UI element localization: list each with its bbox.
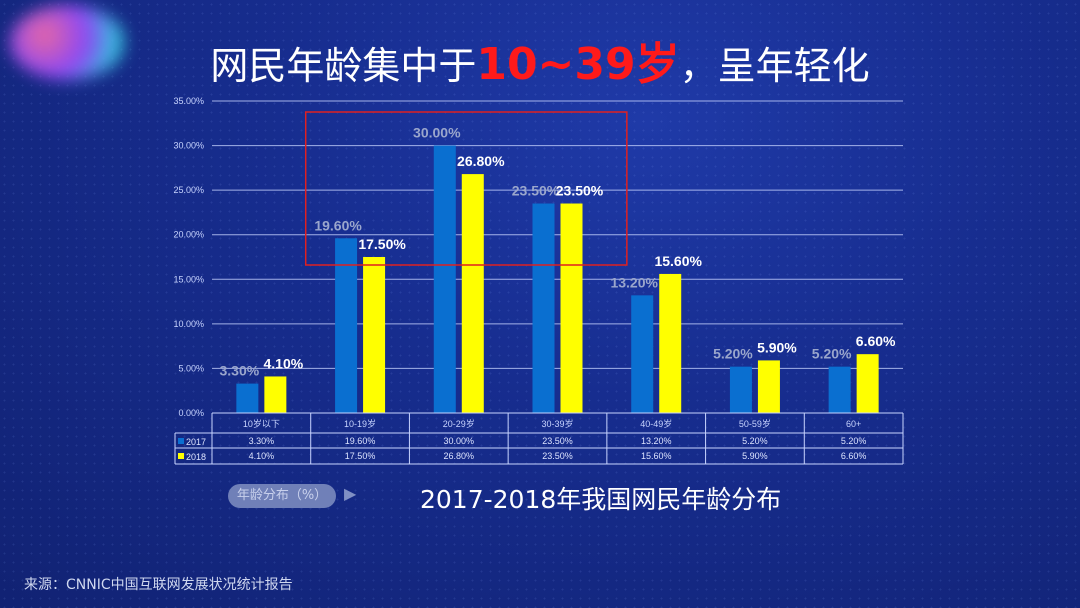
data-label-2018: 6.60% (856, 333, 896, 349)
bar-2018 (560, 203, 583, 413)
bar-2017 (335, 238, 358, 413)
data-label-2018: 15.60% (654, 253, 702, 269)
table-cell: 23.50% (542, 436, 573, 446)
y-tick-label: 30.00% (173, 141, 204, 151)
bar-2018 (461, 174, 484, 413)
bar-2018 (264, 376, 287, 413)
x-category-label: 10-19岁 (344, 418, 376, 429)
legend-label: 2017 (186, 437, 206, 447)
logo-blob (10, 5, 125, 80)
data-label-2017: 23.50% (512, 183, 560, 199)
x-category-label: 20-29岁 (443, 418, 475, 429)
y-tick-label: 0.00% (178, 408, 204, 418)
badge-age-distribution: 年龄分布（%） (228, 484, 336, 508)
bar-2018 (856, 354, 879, 413)
legend-swatch-2017 (178, 438, 184, 444)
y-tick-label: 15.00% (173, 274, 204, 284)
data-label-2017: 19.60% (314, 217, 362, 233)
table-cell: 23.50% (542, 451, 573, 461)
y-tick-label: 35.00% (173, 96, 204, 106)
data-label-2017: 13.20% (610, 274, 658, 290)
data-label-2018: 23.50% (556, 183, 604, 199)
data-label-2018: 5.90% (757, 339, 797, 355)
table-cell: 13.20% (641, 436, 672, 446)
legend-label: 2018 (186, 452, 206, 462)
table-cell: 5.20% (742, 436, 768, 446)
bar-2017 (631, 295, 654, 413)
table-cell: 19.60% (345, 436, 376, 446)
table-cell: 4.10% (249, 451, 275, 461)
play-arrow-icon: ▶ (344, 486, 357, 503)
table-cell: 5.90% (742, 451, 768, 461)
x-category-label: 50-59岁 (739, 418, 771, 429)
slide-title: 网民年龄集中于10~39岁，呈年轻化 (0, 28, 1080, 92)
title-highlight: 10~39岁 (476, 39, 680, 90)
chart-caption: 2017-2018年我国网民年龄分布 (420, 485, 782, 514)
y-tick-label: 20.00% (173, 230, 204, 240)
table-cell: 30.00% (444, 436, 475, 446)
bar-2017 (729, 366, 752, 413)
table-cell: 6.60% (841, 451, 867, 461)
table-cell: 17.50% (345, 451, 376, 461)
bar-2017 (433, 145, 456, 414)
title-text: 网民年龄集中于 (210, 44, 477, 88)
table-cell: 15.60% (641, 451, 672, 461)
data-label-2018: 4.10% (264, 355, 304, 371)
data-label-2017: 30.00% (413, 125, 461, 141)
title-text-end: ，呈年轻化 (679, 44, 870, 88)
bar-2018 (363, 257, 386, 413)
data-label-2018: 17.50% (358, 236, 406, 252)
bar-2018 (659, 273, 682, 413)
x-category-label: 40-49岁 (640, 418, 672, 429)
bar-2018 (757, 360, 780, 413)
x-category-label: 10岁以下 (243, 418, 280, 429)
legend-swatch-2018 (178, 453, 184, 459)
data-label-2018: 26.80% (457, 153, 505, 169)
highlight-box (304, 111, 628, 266)
data-label-2017: 3.30% (220, 363, 260, 379)
x-category-label: 60+ (846, 419, 861, 429)
bar-2017 (532, 203, 555, 413)
y-tick-label: 5.00% (178, 363, 204, 373)
y-tick-label: 25.00% (173, 185, 204, 195)
source-note: 来源：CNNIC中国互联网发展状况统计报告 (24, 577, 293, 593)
y-tick-label: 10.00% (173, 319, 204, 329)
bar-2017 (828, 366, 851, 413)
table-cell: 5.20% (841, 436, 867, 446)
bar-2017 (236, 383, 259, 413)
table-cell: 26.80% (444, 451, 475, 461)
x-category-label: 30-39岁 (541, 418, 573, 429)
data-label-2017: 5.20% (713, 346, 753, 362)
table-cell: 3.30% (249, 436, 275, 446)
data-label-2017: 5.20% (812, 346, 852, 362)
